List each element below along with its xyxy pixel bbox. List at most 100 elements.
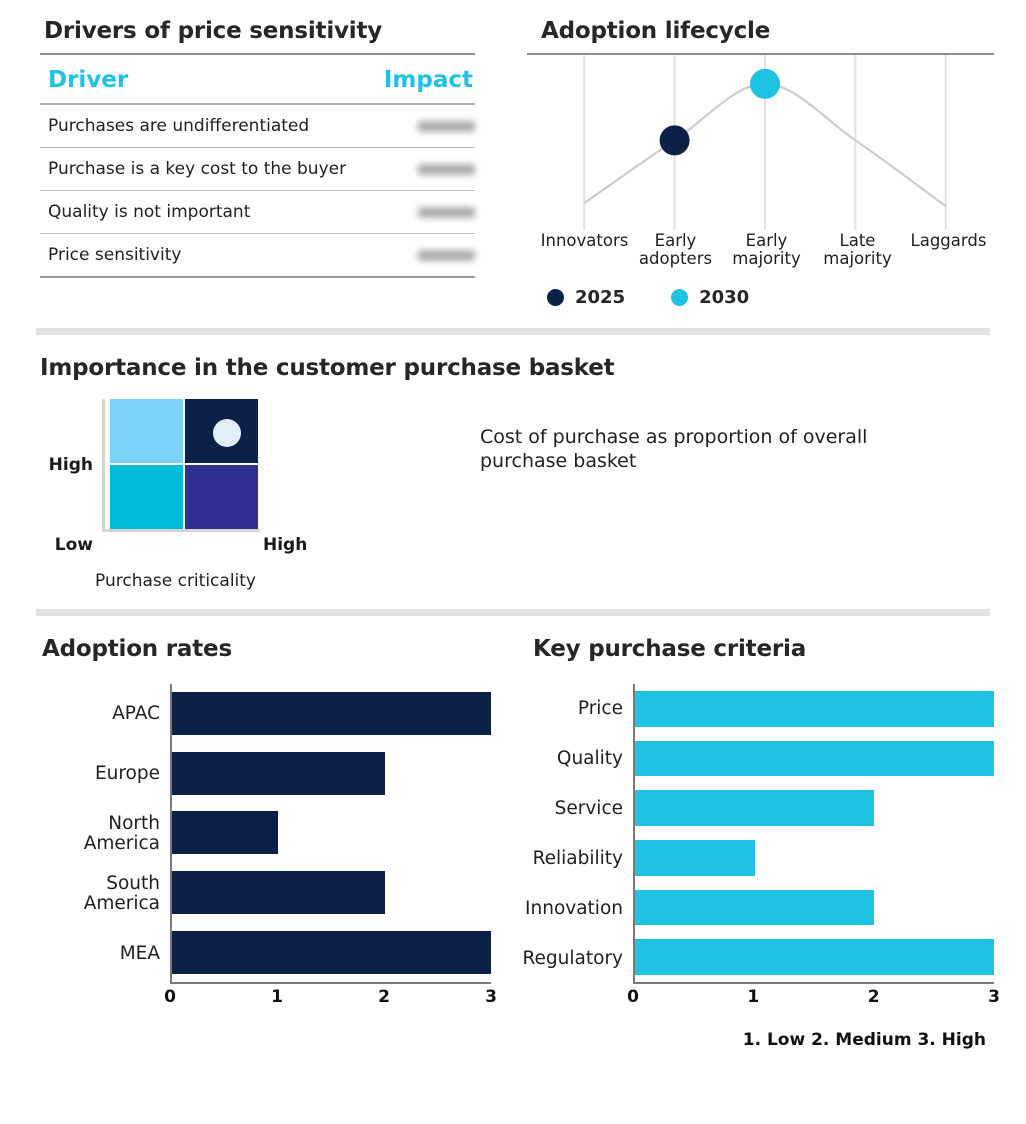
drivers-table: Driver Impact Purchases are undifferenti… — [40, 59, 475, 278]
quadrant-bottom-left — [110, 464, 183, 529]
adoption-rates-title: Adoption rates — [42, 635, 232, 662]
bar[interactable] — [172, 811, 279, 855]
x-axis-tick: 0 — [627, 986, 639, 1007]
bar-slot — [172, 863, 491, 923]
redaction-bar — [418, 206, 475, 218]
drivers-title-rule — [40, 53, 475, 55]
position-bubble-marker — [213, 418, 241, 447]
redaction-bar — [418, 120, 475, 132]
purchase-criteria-plot: Price Quality Service Reliability Innovation… — [523, 683, 994, 984]
x-axis-tick: 0 — [164, 986, 176, 1007]
purchase-basket-note: Cost of purchase as proportion of overal… — [480, 425, 868, 473]
top-section: Drivers of price sensitivity Driver Impa… — [0, 0, 1026, 308]
table-row: Quality is not important — [40, 190, 475, 234]
bar-category-label: Regulatory — [522, 947, 623, 969]
x-axis-tick: 3 — [988, 986, 1000, 1007]
section-divider-bottom — [36, 608, 990, 616]
table-row: Purchases are undifferentiated — [40, 104, 475, 148]
lifecycle-marker-2030[interactable] — [750, 68, 780, 99]
x-axis-tick: 2 — [378, 986, 390, 1007]
impact-value-redacted — [368, 104, 475, 148]
x-axis-tick: 3 — [485, 986, 497, 1007]
bar-slot — [635, 734, 994, 784]
purchase-criteria-category-labels: Price Quality Service Reliability Innovation… — [523, 684, 633, 984]
drivers-panel: Drivers of price sensitivity Driver Impa… — [0, 18, 513, 308]
quadrant-bottom-right — [185, 464, 258, 529]
legend-label: 2030 — [699, 286, 750, 308]
x-axis-tick: 1 — [271, 986, 283, 1007]
bar[interactable] — [172, 930, 491, 974]
quadrant-top-right — [185, 398, 258, 463]
bar[interactable] — [635, 740, 994, 777]
impact-value-redacted — [368, 190, 475, 234]
bar[interactable] — [635, 839, 755, 876]
driver-label: Purchase is a key cost to the buyer — [40, 147, 369, 191]
adoption-rates-plot: APAC Europe North America South America MEA — [40, 683, 491, 984]
table-row: Price sensitivity — [40, 233, 475, 278]
bar-slot — [635, 883, 994, 933]
purchase-criteria-x-axis: 0 1 2 3 — [627, 984, 1000, 1010]
redaction-bar — [418, 163, 475, 175]
matrix-y-high-label: High — [48, 455, 93, 476]
purchase-criteria-panel: Key purchase criteria Price Quality Servic… — [513, 636, 1026, 1050]
bar[interactable] — [635, 939, 994, 975]
adoption-rates-category-labels: APAC Europe North America South America MEA — [40, 684, 170, 984]
adoption-rates-x-axis: 0 1 2 3 — [164, 984, 497, 1010]
bar-slot — [172, 684, 491, 744]
quadrant-top-left — [110, 398, 183, 463]
adoption-rates-bar-area — [170, 683, 491, 984]
matrix-x-high-label: High — [263, 534, 308, 555]
x-tick-label: Late majority — [823, 231, 892, 269]
x-axis-tick: 1 — [747, 986, 760, 1007]
legend-dot-icon — [547, 288, 564, 306]
matrix-x-axis-title: Purchase criticality — [95, 570, 256, 591]
bar-slot — [172, 803, 491, 863]
lifecycle-marker-2025[interactable] — [659, 125, 690, 156]
legend-item-2030: 2030 — [671, 287, 749, 308]
matrix-y-low-label: Low — [54, 534, 93, 555]
matrix-plot-row: High — [40, 398, 340, 532]
x-axis-tick: 2 — [867, 986, 880, 1007]
bar-slot — [635, 684, 994, 734]
bar[interactable] — [172, 751, 385, 795]
purchase-basket-panel: Importance in the customer purchase bask… — [0, 335, 1026, 591]
driver-label: Quality is not important — [40, 190, 369, 234]
impact-value-redacted — [368, 147, 475, 191]
column-header-impact: Impact — [368, 59, 475, 105]
redaction-bar — [418, 249, 475, 261]
table-row: Purchase is a key cost to the buyer — [40, 147, 475, 191]
bar-slot — [635, 932, 994, 982]
purchase-criteria-bar-area — [633, 683, 994, 984]
bar-slot — [635, 783, 994, 833]
bar-category-label: MEA — [119, 942, 160, 964]
x-tick-label: Early majority — [732, 231, 801, 269]
matrix-x-axis-labels: Low High — [40, 535, 340, 555]
x-tick-label: Laggards — [910, 231, 987, 250]
drivers-panel-title: Drivers of price sensitivity — [44, 18, 383, 44]
bar-category-label: Innovation — [525, 897, 623, 919]
matrix-quadrants — [110, 398, 258, 529]
bar-category-label: South America — [83, 872, 160, 914]
x-tick-label: Innovators — [540, 231, 629, 250]
bar[interactable] — [635, 889, 875, 926]
bar[interactable] — [635, 690, 994, 727]
purchase-basket-title: Importance in the customer purchase bask… — [40, 354, 615, 381]
impact-value-redacted — [368, 233, 475, 278]
bar-category-label: Service — [554, 797, 623, 819]
legend-item-2025: 2025 — [547, 287, 625, 308]
purchase-basket-body: High Low High Purchase criti — [40, 398, 986, 591]
x-tick-label: Early adopters — [638, 231, 713, 269]
bar-category-label: Reliability — [532, 847, 623, 869]
bar-category-label: Quality — [556, 747, 623, 769]
drivers-table-header-row: Driver Impact — [40, 59, 475, 105]
adoption-rates-chart: APAC Europe North America South America MEA 0 1… — [40, 683, 497, 1010]
bar-slot — [635, 833, 994, 883]
bar[interactable] — [172, 871, 385, 914]
purchase-criteria-scale-note: 1. Low 2. Medium 3. High — [742, 1029, 986, 1050]
purchase-criteria-chart: Price Quality Service Reliability Innovation… — [523, 683, 1000, 1050]
driver-label: Price sensitivity — [40, 233, 369, 278]
bottom-section: Adoption rates APAC Europe North America Sou… — [0, 616, 1026, 1050]
bar[interactable] — [635, 790, 875, 826]
lifecycle-curve-svg — [583, 55, 947, 230]
bar[interactable] — [172, 692, 491, 736]
